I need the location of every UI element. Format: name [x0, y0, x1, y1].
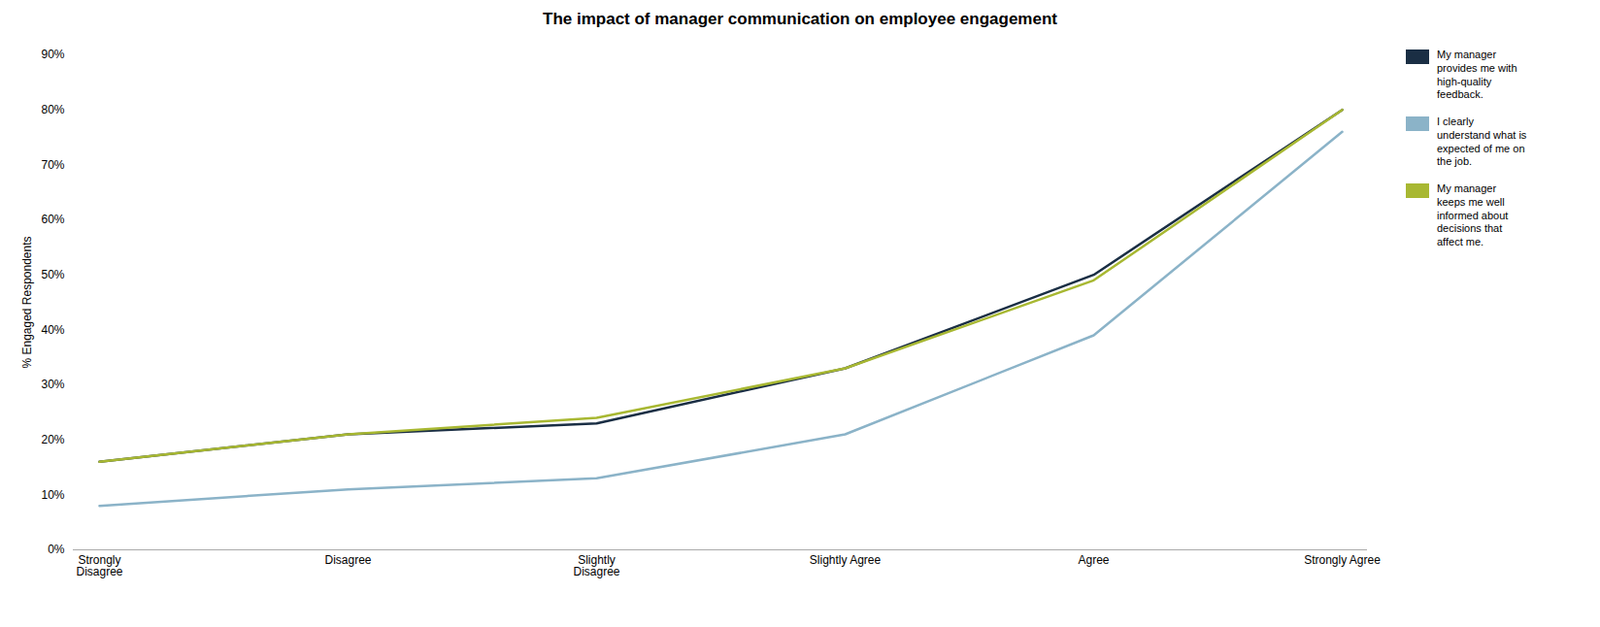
svg-text:30%: 30%	[40, 377, 65, 392]
html-text:My manager keeps me well infor: My manager keeps me well informed about …	[1436, 182, 1509, 248]
svg-text:Slightly Agree: Slightly Agree	[809, 553, 882, 567]
html-text:I clearly understand what is e: I clearly understand what is expected of…	[1436, 115, 1527, 168]
svg-text:70%: 70%	[40, 158, 65, 172]
svg-text:50%: 50%	[40, 267, 65, 282]
svg-text:60%: 60%	[40, 212, 65, 227]
svg-text:90%: 90%	[40, 47, 65, 62]
svg-text:SlightlyDisagree: SlightlyDisagree	[572, 553, 620, 579]
html-text:The impact of manager communic: The impact of manager communication on e…	[542, 9, 1058, 29]
svg-text:40%: 40%	[40, 323, 65, 337]
svg-text:StronglyDisagree: StronglyDisagree	[75, 553, 123, 579]
svg-text:% Engaged Respondents: % Engaged Respondents	[20, 235, 34, 368]
html-text:My manager provides me with hi: My manager provides me with high-quality…	[1436, 48, 1517, 101]
svg-text:10%: 10%	[40, 488, 65, 502]
svg-text:20%: 20%	[40, 433, 65, 447]
svg-text:0%: 0%	[47, 542, 66, 557]
svg-text:80%: 80%	[40, 102, 65, 117]
svg-text:Agree: Agree	[1077, 553, 1109, 567]
svg-text:Disagree: Disagree	[324, 553, 371, 567]
svg-text:Strongly Agree: Strongly Agree	[1303, 553, 1381, 567]
